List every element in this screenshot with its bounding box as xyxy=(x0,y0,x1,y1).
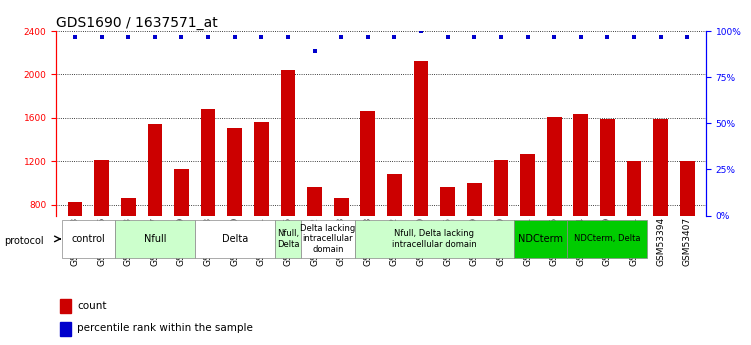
Text: control: control xyxy=(71,234,105,244)
Bar xyxy=(653,119,668,216)
Bar xyxy=(254,122,269,216)
Bar xyxy=(95,160,109,216)
FancyBboxPatch shape xyxy=(62,219,115,258)
Text: GDS1690 / 1637571_at: GDS1690 / 1637571_at xyxy=(56,16,218,30)
Bar xyxy=(600,119,615,216)
Bar xyxy=(334,198,348,216)
Bar xyxy=(547,117,562,216)
FancyBboxPatch shape xyxy=(275,219,301,258)
Bar xyxy=(174,169,189,216)
Bar xyxy=(440,187,455,216)
Bar xyxy=(680,161,695,216)
Bar xyxy=(360,111,376,216)
Bar xyxy=(467,183,481,216)
Bar xyxy=(59,322,71,336)
Text: Delta: Delta xyxy=(222,234,248,244)
Bar xyxy=(59,299,71,313)
Bar xyxy=(68,201,83,216)
Text: protocol: protocol xyxy=(4,237,44,246)
Bar xyxy=(201,109,216,216)
Text: Nfull, Delta lacking
intracellular domain: Nfull, Delta lacking intracellular domai… xyxy=(392,229,477,249)
Bar xyxy=(307,187,322,216)
Text: NDCterm: NDCterm xyxy=(518,234,563,244)
FancyBboxPatch shape xyxy=(568,219,647,258)
FancyBboxPatch shape xyxy=(301,219,354,258)
Bar xyxy=(493,160,508,216)
Bar xyxy=(228,128,242,216)
Bar xyxy=(147,125,162,216)
Bar xyxy=(387,174,402,216)
Bar xyxy=(520,154,535,216)
FancyBboxPatch shape xyxy=(195,219,275,258)
Text: count: count xyxy=(77,301,107,311)
Bar xyxy=(627,161,641,216)
Bar xyxy=(281,70,295,216)
Text: NDCterm, Delta: NDCterm, Delta xyxy=(575,234,641,244)
FancyBboxPatch shape xyxy=(115,219,195,258)
Bar xyxy=(121,198,135,216)
Bar xyxy=(414,61,428,216)
Bar xyxy=(574,114,588,216)
Text: Delta lacking
intracellular
domain: Delta lacking intracellular domain xyxy=(300,224,355,254)
FancyBboxPatch shape xyxy=(354,219,514,258)
FancyBboxPatch shape xyxy=(514,219,568,258)
Text: Nfull: Nfull xyxy=(143,234,166,244)
Text: Nfull,
Delta: Nfull, Delta xyxy=(276,229,299,249)
Text: percentile rank within the sample: percentile rank within the sample xyxy=(77,323,253,333)
